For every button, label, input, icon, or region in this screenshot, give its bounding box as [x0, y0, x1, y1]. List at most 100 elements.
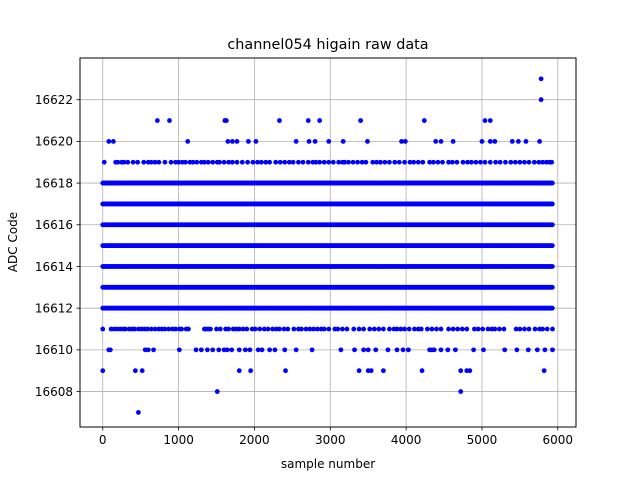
data-point	[277, 326, 282, 332]
data-point	[130, 159, 136, 165]
data-point	[283, 368, 288, 374]
data-point	[532, 326, 538, 332]
data-point	[252, 326, 258, 332]
data-point	[399, 138, 404, 144]
data-point	[115, 159, 121, 165]
data-point	[473, 159, 479, 165]
data-point	[277, 118, 282, 123]
data-point	[240, 326, 246, 332]
data-point	[370, 159, 376, 165]
data-point	[549, 159, 555, 165]
data-point	[373, 347, 379, 353]
data-point	[544, 326, 550, 332]
y-axis: 16608 16610 16612 16614 16616 16618 16620 16622	[35, 93, 80, 399]
data-point	[398, 326, 404, 332]
x-tick-label: 1000	[163, 433, 194, 447]
x-tick-label: 3000	[315, 433, 346, 447]
data-point	[420, 159, 426, 165]
data-point	[223, 118, 229, 123]
data-point	[342, 159, 348, 165]
data-point	[205, 159, 211, 165]
data-point	[549, 284, 555, 290]
y-axis-label: ADC Code	[6, 212, 20, 272]
data-point	[210, 347, 216, 353]
data-point	[435, 159, 441, 165]
data-point	[125, 159, 131, 165]
data-point	[145, 326, 150, 332]
data-point	[482, 159, 488, 165]
data-point	[497, 159, 503, 165]
data-point	[168, 159, 174, 165]
data-point	[365, 138, 370, 144]
x-tick-label: 5000	[467, 433, 498, 447]
data-point	[481, 347, 486, 353]
data-point	[152, 326, 158, 332]
y-tick-label: 16616	[35, 218, 73, 232]
data-point	[402, 159, 407, 165]
x-axis-label: sample number	[281, 457, 375, 471]
data-point	[198, 347, 204, 353]
data-point	[424, 326, 430, 332]
data-point	[449, 159, 455, 165]
data-point	[267, 159, 273, 165]
data-point	[106, 138, 112, 144]
data-point	[538, 97, 544, 103]
data-point	[374, 159, 379, 165]
data-point	[487, 138, 493, 144]
data-point	[156, 159, 162, 165]
data-point	[455, 326, 461, 332]
data-point	[234, 159, 240, 165]
data-point	[501, 326, 507, 332]
data-point	[245, 138, 251, 144]
data-point	[406, 326, 412, 332]
data-point	[250, 159, 256, 165]
data-point	[162, 326, 168, 332]
data-point	[367, 326, 373, 332]
data-point	[458, 368, 464, 374]
data-point	[311, 326, 316, 332]
data-point	[475, 326, 481, 332]
data-point	[100, 326, 106, 332]
data-point	[526, 326, 532, 332]
data-point	[468, 159, 474, 165]
data-point	[281, 326, 287, 332]
data-point	[166, 326, 172, 332]
data-point	[312, 138, 318, 144]
data-point	[214, 389, 220, 394]
data-point	[525, 347, 531, 353]
data-point	[335, 326, 341, 332]
data-point	[176, 347, 182, 353]
data-point	[471, 347, 477, 353]
data-point	[245, 159, 251, 165]
data-point	[247, 347, 253, 353]
data-point	[485, 326, 491, 332]
data-point	[487, 159, 493, 165]
data-point	[358, 118, 364, 123]
data-point	[371, 326, 377, 332]
data-point	[303, 326, 309, 332]
data-point	[224, 347, 230, 353]
data-point	[242, 347, 248, 353]
data-point	[306, 138, 312, 144]
data-point	[208, 326, 213, 332]
data-point	[523, 138, 529, 144]
data-point	[460, 159, 466, 165]
data-point	[270, 326, 276, 332]
data-point	[344, 326, 350, 332]
data-point	[148, 326, 154, 332]
data-point	[356, 368, 362, 374]
data-point	[101, 159, 107, 165]
data-point	[285, 326, 291, 332]
x-tick-label: 4000	[391, 433, 422, 447]
data-point	[517, 326, 523, 332]
data-point	[445, 347, 451, 353]
data-point	[346, 159, 351, 165]
data-point	[179, 326, 185, 332]
data-point	[541, 368, 547, 374]
data-point	[201, 159, 207, 165]
data-point	[540, 326, 546, 332]
data-point	[365, 347, 371, 353]
data-point	[272, 347, 278, 353]
data-point	[300, 159, 306, 165]
